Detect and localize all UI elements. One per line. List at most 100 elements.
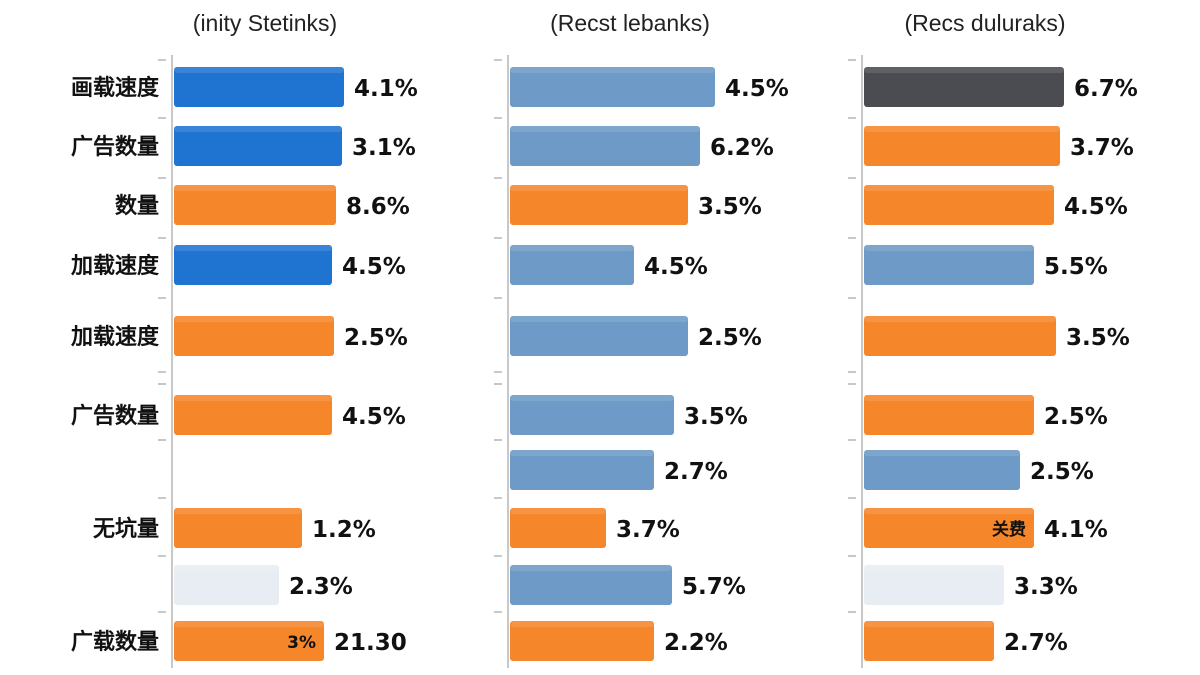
bar (174, 508, 302, 548)
bar (174, 316, 334, 356)
bar-highlight (174, 395, 332, 401)
value-label: 4.5% (342, 254, 406, 280)
bar-highlight (174, 508, 302, 514)
bar-highlight (510, 508, 606, 514)
bar-highlight (510, 395, 674, 401)
bar-highlight (174, 565, 279, 571)
bar (864, 450, 1020, 490)
bar-highlight (864, 67, 1064, 73)
value-label: 4.5% (644, 254, 708, 280)
bar-highlight (864, 621, 994, 627)
inner-label: 关费 (992, 519, 1026, 540)
bar-highlight (510, 316, 688, 322)
bar (510, 395, 674, 435)
bar-highlight (510, 245, 634, 251)
bar (864, 395, 1034, 435)
category-label: 广载数量 (71, 629, 159, 655)
bar (864, 565, 1004, 605)
value-label: 2.5% (1044, 404, 1108, 430)
bar (174, 395, 332, 435)
value-label: 4.1% (1044, 517, 1108, 543)
value-label: 21.30 (334, 630, 407, 656)
bar-highlight (174, 245, 332, 251)
bar-highlight (510, 565, 672, 571)
bar-highlight (510, 450, 654, 456)
bar (864, 67, 1064, 107)
bar-highlight (510, 621, 654, 627)
value-label: 3.3% (1014, 574, 1078, 600)
value-label: 2.7% (1004, 630, 1068, 656)
bar (174, 245, 332, 285)
bar (510, 450, 654, 490)
bar-highlight (174, 621, 324, 627)
value-label: 2.7% (664, 459, 728, 485)
category-label: 加载速度 (70, 253, 160, 279)
bar-highlight (174, 185, 336, 191)
value-label: 6.2% (710, 135, 774, 161)
category-label: 加载速度 (70, 324, 160, 350)
bar (864, 508, 1034, 548)
value-label: 1.2% (312, 517, 376, 543)
bar (174, 565, 279, 605)
value-label: 3.5% (698, 194, 762, 220)
value-label: 5.5% (1044, 254, 1108, 280)
bar (510, 245, 634, 285)
value-label: 4.5% (1064, 194, 1128, 220)
panel-3-subtitle: (Recs duluraks) (904, 10, 1066, 36)
bar (864, 316, 1056, 356)
bar (864, 185, 1054, 225)
bar (510, 67, 715, 107)
bar-highlight (864, 126, 1060, 132)
value-label: 4.5% (725, 76, 789, 102)
inner-label: 3% (287, 633, 316, 653)
bar (510, 508, 606, 548)
value-label: 4.5% (342, 404, 406, 430)
bar-highlight (864, 508, 1034, 514)
panel-2-subtitle: (Recst lebanks) (550, 10, 710, 36)
value-label: 3.5% (684, 404, 748, 430)
value-label: 5.7% (682, 574, 746, 600)
bar-highlight (864, 316, 1056, 322)
value-label: 3.1% (352, 135, 416, 161)
bar (174, 67, 344, 107)
bar-highlight (510, 185, 688, 191)
category-label: 数量 (115, 193, 159, 219)
category-label: 画载速度 (71, 75, 160, 101)
bar-highlight (864, 395, 1034, 401)
value-label: 2.5% (698, 325, 762, 351)
bar (510, 126, 700, 166)
bar-highlight (174, 316, 334, 322)
value-label: 2.3% (289, 574, 353, 600)
bar (864, 621, 994, 661)
bar (510, 185, 688, 225)
bar-highlight (510, 67, 715, 73)
bar-highlight (864, 185, 1054, 191)
value-label: 3.7% (616, 517, 680, 543)
panel-1-subtitle: (inity Stetinks) (192, 10, 338, 36)
bar (510, 565, 672, 605)
value-label: 4.1% (354, 76, 418, 102)
bar (174, 126, 342, 166)
bar (864, 245, 1034, 285)
value-label: 8.6% (346, 194, 410, 220)
bar-highlight (174, 67, 344, 73)
value-label: 3.5% (1066, 325, 1130, 351)
value-label: 6.7% (1074, 76, 1138, 102)
category-label: 广告数量 (71, 403, 159, 429)
bar (510, 316, 688, 356)
bar-highlight (174, 126, 342, 132)
bar (864, 126, 1060, 166)
category-label: 广告数量 (71, 134, 159, 160)
bar-highlight (510, 126, 700, 132)
category-label: 无坑量 (93, 516, 159, 542)
value-label: 2.5% (1030, 459, 1094, 485)
bar (174, 621, 324, 661)
bar (174, 185, 336, 225)
value-label: 3.7% (1070, 135, 1134, 161)
bar (510, 621, 654, 661)
bar-highlight (864, 450, 1020, 456)
bar-highlight (864, 565, 1004, 571)
bar-highlight (864, 245, 1034, 251)
